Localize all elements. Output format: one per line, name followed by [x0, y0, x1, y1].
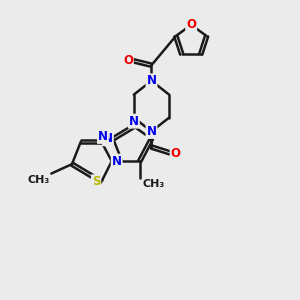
Text: N: N — [103, 132, 113, 145]
Text: N: N — [146, 125, 157, 138]
Text: O: O — [186, 18, 196, 32]
Text: S: S — [92, 175, 100, 188]
Text: N: N — [112, 155, 122, 168]
Text: O: O — [171, 147, 181, 160]
Text: CH₃: CH₃ — [28, 175, 50, 185]
Text: CH₃: CH₃ — [142, 179, 165, 189]
Text: N: N — [146, 74, 157, 87]
Text: N: N — [129, 115, 139, 128]
Text: O: O — [123, 54, 133, 67]
Text: N: N — [98, 130, 108, 143]
